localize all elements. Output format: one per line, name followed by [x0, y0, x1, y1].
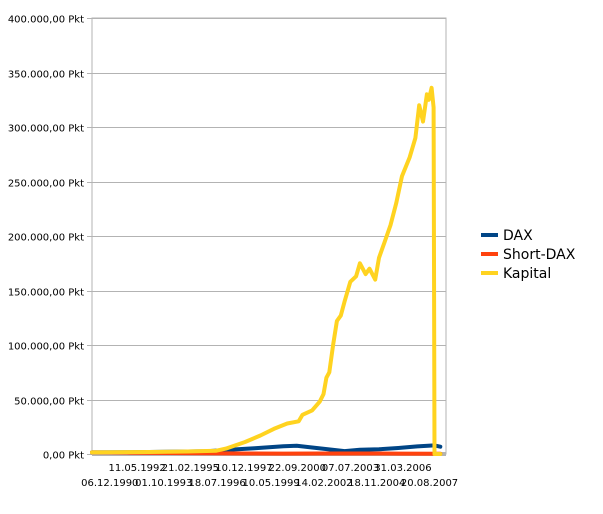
legend-label: Short-DAX: [503, 247, 576, 263]
series-group: [90, 85, 443, 456]
x-tick-label: 01.10.1993: [135, 478, 192, 489]
y-tick-label: 150.000,00 Pkt: [8, 288, 84, 299]
y-axis: 0,00 Pkt 50.000,00 Pkt 100.000,00 Pkt 150.0…: [8, 15, 92, 462]
x-tick-label: 07.07.2003: [322, 463, 379, 474]
y-tick-label: 350.000,00 Pkt: [8, 70, 84, 81]
x-tick-label: 18.11.2004: [348, 478, 405, 489]
y-tick-label: 0,00 Pkt: [43, 451, 84, 462]
x-tick-label: 18.07.1996: [189, 478, 246, 489]
x-tick-label: 20.08.2007: [401, 478, 458, 489]
y-tick-label: 250.000,00 Pkt: [8, 179, 84, 190]
x-tick-label: 10.12.1997: [215, 463, 272, 474]
series-line-kapital: [90, 85, 443, 456]
x-tick-label: 11.05.1992: [109, 463, 166, 474]
y-tick-label: 300.000,00 Pkt: [8, 124, 84, 135]
y-tick-label: 100.000,00 Pkt: [8, 342, 84, 353]
x-tick-label: 21.02.1995: [162, 463, 219, 474]
x-tick-label: 22.09.2000: [269, 463, 326, 474]
x-axis: 11.05.199221.02.199510.12.199722.09.2000…: [81, 463, 458, 489]
x-tick-label: 06.12.1990: [81, 478, 138, 489]
legend-label: DAX: [503, 228, 533, 244]
y-tick-label: 400.000,00 Pkt: [8, 15, 84, 26]
x-tick-label: 14.02.2002: [295, 478, 352, 489]
y-tick-label: 200.000,00 Pkt: [8, 233, 84, 244]
x-tick-label: 31.03.2006: [374, 463, 431, 474]
y-tick-label: 50.000,00 Pkt: [14, 397, 84, 408]
x-tick-label: 10.05.1999: [242, 478, 299, 489]
legend-label: Kapital: [503, 266, 551, 282]
legend: DAX Short-DAX Kapital: [481, 228, 576, 282]
